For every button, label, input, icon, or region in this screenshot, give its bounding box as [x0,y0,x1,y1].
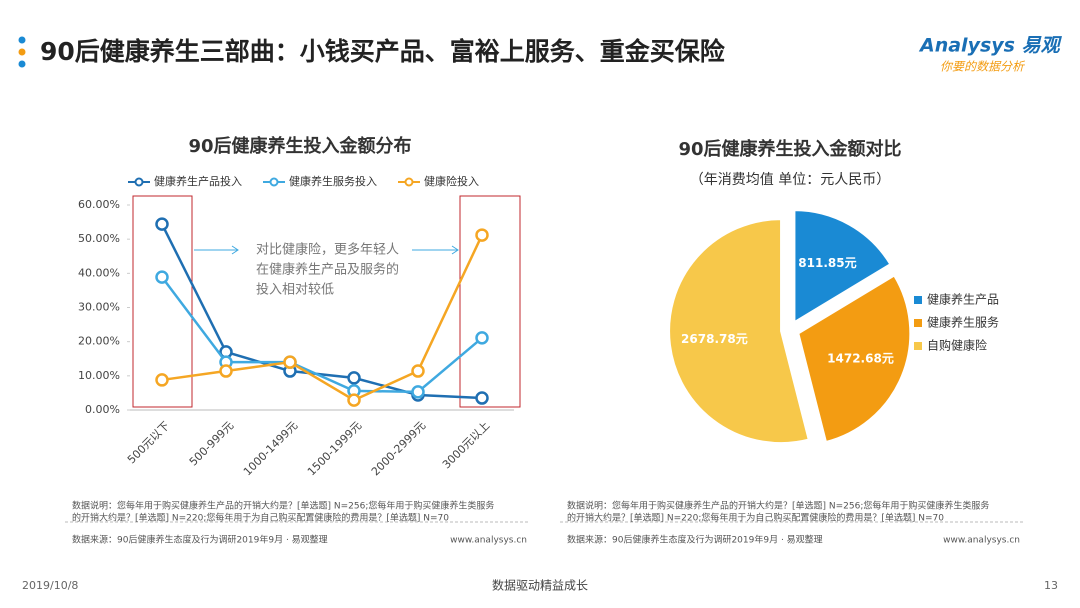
annotation: 在健康养生产品及服务的 [256,262,399,278]
legend-label: 健康养生服务投入 [289,174,377,188]
logo: Analysys 易观 [918,35,1063,57]
legend-label: 健康养生产品 [927,292,999,307]
point [155,217,169,231]
source: 数据来源：90后健康养生态度及行为调研2019年9月 · 易观整理 [72,534,328,546]
legend-label: 健康养生服务 [927,315,999,330]
point [155,373,169,387]
y-tick-label: 30.00% [78,301,120,314]
point [411,364,425,378]
point [219,364,233,378]
footer-date: 2019/10/8 [22,579,78,592]
x-tick-label: 1000-1499元 [241,419,300,478]
point [411,385,425,399]
legend-swatch [914,342,922,350]
note: 数据说明：您每年用于购买健康养生产品的开销大约是？[单选题] N=256;您每年… [72,500,494,512]
arrows [194,245,459,255]
y-tick-label: 40.00% [78,266,120,279]
note: 的开销大约是？[单选题] N=220;您每年用于为自己购买配置健康险的费用是？[… [72,512,449,524]
y-tick-label: 20.00% [78,335,120,348]
line [161,234,484,402]
bullet-dot [18,60,26,68]
y-tick-label: 50.00% [78,232,120,245]
point [475,391,489,405]
legend-marker [134,177,144,187]
chart-title: 90后健康养生投入金额分布 [188,135,411,157]
slide-title: 90后健康养生三部曲：小钱买产品、富裕上服务、重金买保险 [40,37,726,66]
pie-slice [797,274,912,444]
highlight-box [459,195,521,408]
highlight-box [132,195,193,408]
line [161,276,483,394]
x-tick-label: 2000-2999元 [369,419,428,478]
y-tick-label: 10.00% [78,369,120,382]
legend-label: 自购健康险 [927,338,987,353]
pie-slice [668,218,810,445]
point [475,228,489,242]
annotation: 投入相对较低 [256,282,334,298]
chart-title: 90后健康养生投入金额对比 [678,138,901,160]
note: 数据说明：您每年用于购买健康养生产品的开销大约是？[单选题] N=256;您每年… [567,500,989,512]
point [347,393,361,407]
note: 的开销大约是？[单选题] N=220;您每年用于为自己购买配置健康险的费用是？[… [567,512,944,524]
x-tick-label: 500-999元 [187,419,236,468]
y-tick-label: 60.00% [78,198,120,211]
point [475,331,489,345]
x-tick-label: 500元以下 [125,419,172,466]
site: www.analysys.cn [943,536,1020,546]
slogan: 你要的数据分析 [940,60,1026,74]
legend-label: 健康养生产品投入 [154,174,242,188]
point [155,270,169,284]
legend-label: 健康险投入 [424,174,479,188]
line [160,223,483,400]
x-tick-label: 1500-1999元 [305,419,364,478]
x-tick-label: 3000元以上 [440,419,492,471]
legend-swatch [914,296,922,304]
value-label: 811.85元 [798,256,856,270]
pie-slice [793,209,892,324]
footer-motto: 数据驱动精益成长 [492,578,588,593]
bullet-dot [18,48,26,56]
point [283,355,297,369]
bullet-dot [18,36,26,44]
page-number: 13 [1044,579,1058,592]
legend-swatch [914,319,922,327]
source: 数据来源：90后健康养生态度及行为调研2019年9月 · 易观整理 [567,534,823,546]
annotation: 对比健康险，更多年轻人 [256,242,399,258]
value-label: 2678.78元 [681,332,748,346]
point [347,371,361,385]
y-tick-label: 0.00% [85,403,120,416]
legend-marker [269,177,279,187]
value-label: 1472.68元 [827,351,894,365]
chart-subtitle: （年消费均值 单位：元人民币） [690,172,890,188]
legend-marker [404,177,414,187]
site: www.analysys.cn [450,536,527,546]
